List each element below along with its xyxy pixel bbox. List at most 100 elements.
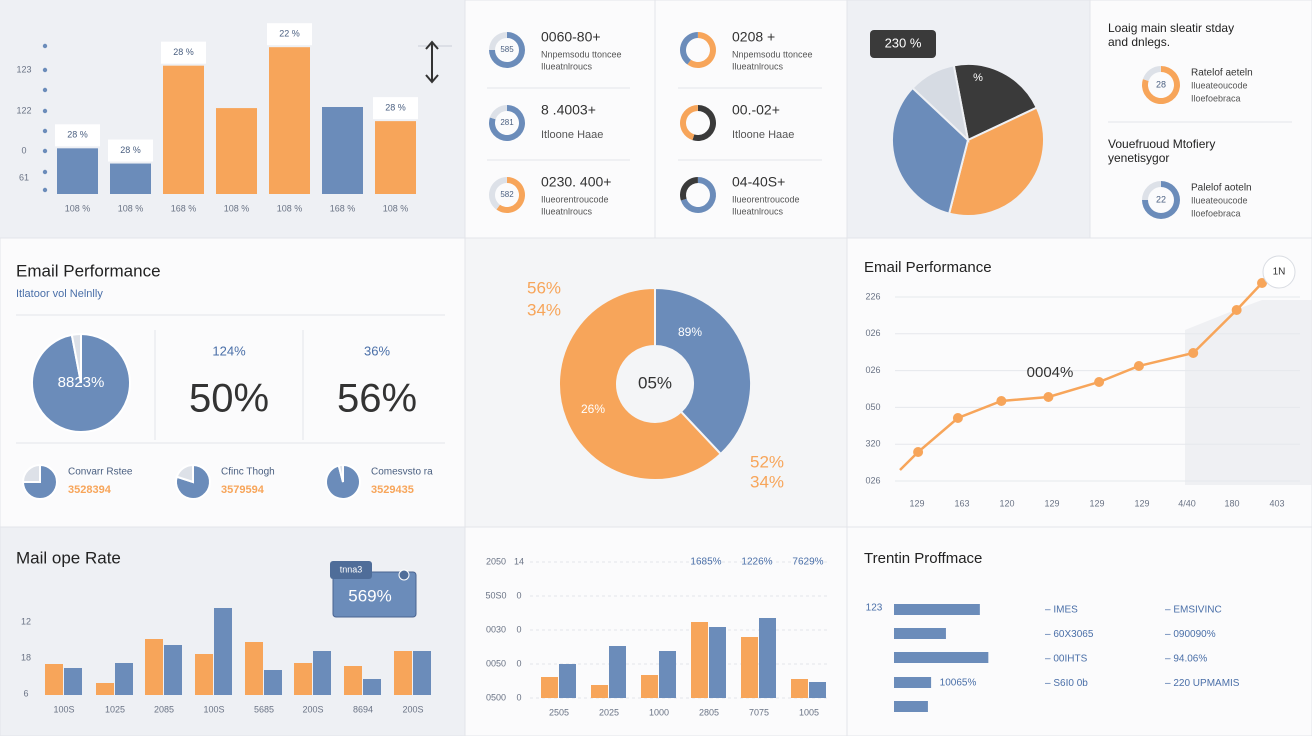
pie-label: 8823% xyxy=(58,374,105,391)
y-tick-label: 026 xyxy=(865,475,880,485)
point xyxy=(1043,392,1054,402)
bar xyxy=(541,677,558,698)
bar xyxy=(759,618,776,698)
x-tick-label: 2085 xyxy=(154,704,174,714)
ring xyxy=(1142,66,1181,104)
list-item: – EMSIVINC xyxy=(1165,605,1222,616)
data-label: 28 % xyxy=(173,47,194,57)
ring xyxy=(687,32,717,69)
x-tick-label: 2805 xyxy=(699,707,719,717)
slice xyxy=(947,106,1045,217)
axis-dots xyxy=(42,43,48,193)
x-tick-label: 2505 xyxy=(549,707,569,717)
ring xyxy=(692,105,717,141)
slice xyxy=(70,332,82,384)
slice xyxy=(654,286,752,456)
slice-label: 26% xyxy=(581,402,605,416)
bar xyxy=(609,646,626,698)
badge-text: 1N xyxy=(1273,267,1286,278)
x-tick-label: 129 xyxy=(1089,498,1104,508)
ring xyxy=(496,177,526,213)
kpi-value: 0208 + xyxy=(732,29,775,45)
list-item: – 60X3065 xyxy=(1045,629,1094,640)
info-text: Ratelof aeteln xyxy=(1191,68,1253,79)
info-title: yenetisygor xyxy=(1108,151,1169,165)
dot xyxy=(42,148,48,154)
label-box xyxy=(267,23,312,46)
ring-label: 582 xyxy=(500,190,514,199)
kpi-value: 0060-80+ xyxy=(541,29,601,45)
small-value: 3529435 xyxy=(371,484,414,496)
y-tick-label: 6 xyxy=(23,688,28,698)
ring-rest xyxy=(489,177,507,210)
ring-rest xyxy=(679,32,698,65)
donut-label: 52% xyxy=(750,452,784,471)
y-tick-label: 50S0 xyxy=(485,590,506,600)
bar xyxy=(894,604,980,615)
panel-subtitle: Itlatoor vol Nelnlly xyxy=(16,288,103,300)
x-tick-label: 168 % xyxy=(330,203,356,213)
y-tick-label: 026 xyxy=(865,328,880,338)
bar xyxy=(791,679,808,698)
bar xyxy=(57,148,98,194)
label-box xyxy=(161,41,206,64)
ring-label: 28 xyxy=(1156,79,1166,89)
dot xyxy=(42,67,48,73)
y-tick-label: 122 xyxy=(16,105,31,115)
point xyxy=(1231,305,1242,315)
bar xyxy=(164,645,182,695)
x-tick-label: 108 % xyxy=(383,203,409,213)
annotation: 0004% xyxy=(1027,364,1074,381)
bar xyxy=(375,121,416,194)
x-tick-label: 180 xyxy=(1224,498,1239,508)
ring-label: 281 xyxy=(500,118,514,127)
x-tick-label: 2025 xyxy=(599,707,619,717)
kpi-text: Ilueorentroucode xyxy=(732,194,800,204)
x-tick-label: 163 xyxy=(954,498,969,508)
dot xyxy=(42,169,48,175)
small-label: Comesvsto ra xyxy=(371,467,433,478)
label-box xyxy=(373,97,418,120)
panel-title: Mail ope Rate xyxy=(16,548,121,567)
ring xyxy=(489,32,525,68)
x-tick-label: 129 xyxy=(1134,498,1149,508)
panel-title: Trentin Proffmace xyxy=(864,550,982,567)
y-tick-label: 320 xyxy=(865,439,880,449)
badge-tab-text: tnna3 xyxy=(340,564,363,574)
x-tick-label: 120 xyxy=(999,498,1014,508)
bar xyxy=(344,666,362,695)
bar xyxy=(322,107,363,194)
bar xyxy=(559,664,576,698)
kpi-value: 0230. 400+ xyxy=(541,174,611,190)
bar xyxy=(641,675,658,698)
badge-tab xyxy=(330,561,372,579)
badge xyxy=(870,30,936,58)
slice xyxy=(337,463,344,483)
bar xyxy=(269,47,310,194)
dot xyxy=(42,87,48,93)
bar xyxy=(894,652,989,663)
bar xyxy=(163,65,204,194)
y-tick-label: 050 xyxy=(865,402,880,412)
metric-label: 124% xyxy=(212,343,246,358)
metric-value: 50% xyxy=(189,377,269,421)
slice xyxy=(558,286,723,481)
donut-label: 34% xyxy=(750,472,784,491)
panel-title: Email Performance xyxy=(16,261,161,280)
point xyxy=(1188,348,1199,358)
bar xyxy=(195,654,213,695)
bar xyxy=(264,670,282,695)
point xyxy=(1133,361,1144,371)
dot xyxy=(42,43,48,49)
y-tick-label: 2050 xyxy=(486,556,506,566)
y-tick-label: 0500 xyxy=(486,692,506,702)
kpi-text: Nnpemsodu ttoncee xyxy=(541,49,622,59)
y-tick-label: 0 xyxy=(516,590,521,600)
label-box xyxy=(55,124,100,147)
x-tick-label: 129 xyxy=(1044,498,1059,508)
bar xyxy=(64,668,82,695)
x-tick-label: 7075 xyxy=(749,707,769,717)
bar xyxy=(894,701,928,712)
ring-label: 22 xyxy=(1156,194,1166,204)
kpi-text: Ilueorentroucode xyxy=(541,194,609,204)
